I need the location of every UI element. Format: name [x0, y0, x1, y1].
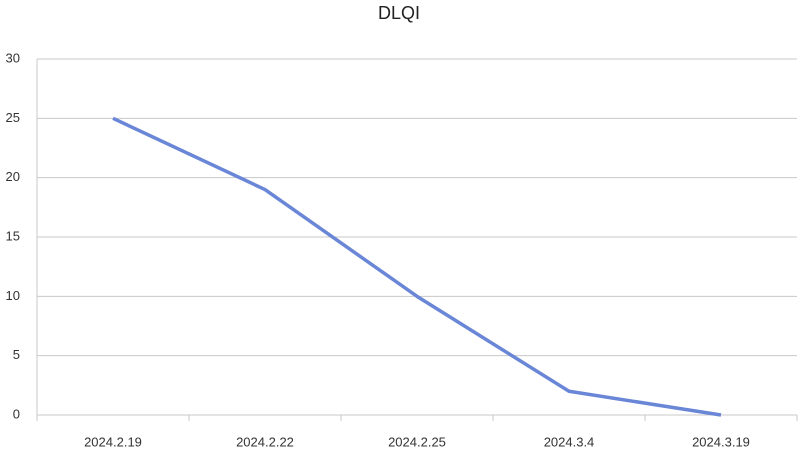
data-line: [112, 116, 722, 417]
y-tick-label: 25: [6, 110, 20, 125]
x-tick-label: 2024.2.19: [84, 434, 142, 449]
y-tick-label: 15: [6, 228, 20, 243]
y-tick-label: 5: [13, 347, 20, 362]
x-tick-label: 2024.3.19: [692, 434, 750, 449]
x-tick-label: 2024.2.22: [236, 434, 294, 449]
x-tick-label: 2024.2.25: [388, 434, 446, 449]
y-tick-label: 10: [6, 288, 20, 303]
y-tick-label: 30: [6, 50, 20, 65]
x-tick-label: 2024.3.4: [544, 434, 595, 449]
y-tick-label: 20: [6, 169, 20, 184]
chart-title: DLQI: [378, 3, 420, 23]
y-tick-label: 0: [13, 406, 20, 421]
